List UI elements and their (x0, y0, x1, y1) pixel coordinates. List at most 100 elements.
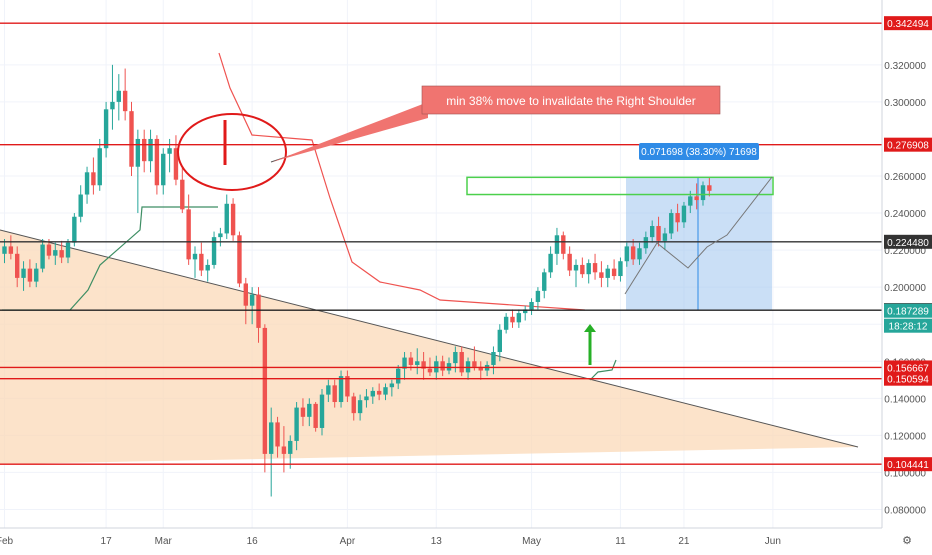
candle-body (643, 237, 649, 249)
candle-body (345, 376, 350, 397)
candle-body (662, 233, 668, 241)
level-price-tag (884, 360, 932, 375)
candle-body (491, 352, 496, 365)
x-tick-label: Jun (765, 536, 781, 547)
projection-path (624, 176, 773, 295)
candle-body (237, 235, 242, 284)
candle-body (402, 357, 407, 369)
callout-tail (272, 102, 428, 162)
y-tick-label: 0.260000 (884, 172, 926, 183)
countdown-tag (884, 318, 932, 333)
candle-body (122, 90, 128, 112)
x-tick-label: May (522, 536, 541, 547)
candle-body (46, 244, 52, 256)
candle-body (326, 385, 331, 395)
candle-body (256, 294, 261, 328)
candle-body (459, 352, 464, 373)
candle-body (351, 396, 356, 414)
candle-body (383, 387, 388, 395)
x-tick-label: 17 (101, 536, 113, 547)
level-price-tag (884, 137, 932, 152)
measure-label: 0.071698 (38.30%) 71698 (641, 147, 757, 158)
last-price-label: 0.187289 (887, 307, 929, 318)
candle-body (21, 268, 26, 278)
level-price-label: 0.224480 (887, 238, 929, 249)
candle-body (650, 226, 655, 238)
candle-body (389, 383, 395, 388)
candle-body (605, 268, 610, 278)
y-tick-label: 0.320000 (884, 61, 926, 72)
candle-body (78, 194, 83, 217)
countdown-label: 18:28:12 (889, 322, 928, 333)
candle-body (421, 361, 426, 369)
level-price-tag (884, 234, 932, 249)
candle-body (376, 390, 382, 395)
y-tick-label: 0.220000 (884, 246, 926, 257)
measure-label-bg (639, 143, 759, 160)
x-axis-panel (0, 528, 932, 550)
candle-body (34, 268, 39, 282)
candle-body (59, 250, 64, 258)
candle-body (84, 172, 90, 195)
candle-body (586, 263, 591, 275)
candle-body (548, 253, 553, 273)
candle-body (472, 361, 477, 367)
candle-body (408, 357, 414, 365)
y-tick-label: 0.100000 (884, 468, 926, 479)
candle-body (243, 283, 248, 306)
callout-text: min 38% move to invalidate the Right Sho… (446, 94, 695, 108)
candle-body (249, 294, 255, 306)
candle-body (288, 440, 293, 454)
candle-body (637, 248, 642, 260)
candle-body (319, 394, 325, 428)
settings-gear-icon[interactable]: ⚙ (902, 535, 912, 547)
candle-body (8, 246, 14, 254)
candle-body (313, 403, 318, 428)
candle-body (15, 253, 20, 278)
candle-body (523, 309, 528, 314)
candle-body (27, 268, 33, 282)
bounce-arrow-head (584, 324, 596, 332)
triangle-zone (0, 230, 858, 465)
candle-body (503, 316, 509, 330)
candle-body (675, 213, 680, 223)
right-shoulder-circle (177, 113, 287, 191)
candle-body (2, 246, 7, 254)
candle-body (529, 301, 534, 310)
candle-body (700, 185, 706, 201)
level-price-label: 0.276908 (887, 141, 929, 152)
candle-body (510, 316, 515, 323)
candle-body (300, 407, 306, 417)
candle-body (516, 313, 522, 323)
level-price-tag (884, 371, 932, 386)
candle-body (332, 385, 337, 403)
target-zone (466, 176, 774, 196)
candle-body (618, 261, 623, 277)
level-price-label: 0.150594 (887, 375, 929, 386)
candle-body (186, 209, 191, 260)
candle-body (262, 327, 268, 454)
candle-body (72, 216, 77, 243)
candle-body (427, 368, 433, 373)
candle-body (357, 400, 363, 414)
candle-body (294, 407, 299, 441)
y-tick-label: 0.080000 (884, 505, 926, 516)
candle-body (269, 422, 274, 454)
candle-body (224, 203, 229, 234)
level-price-tag (884, 16, 932, 31)
candle-body (218, 233, 223, 238)
candle-body (592, 263, 598, 273)
candle-body (694, 196, 699, 201)
candle-body (97, 148, 102, 186)
candle-body (167, 148, 172, 154)
candle-body (580, 264, 585, 275)
candle-body (370, 390, 375, 397)
x-tick-label: 16 (247, 536, 259, 547)
candle-body (364, 396, 369, 401)
candle-body (396, 368, 401, 384)
candle-body (681, 205, 687, 223)
x-tick-label: Apr (340, 536, 356, 547)
candle-body (281, 446, 287, 454)
candle-body (338, 376, 344, 403)
